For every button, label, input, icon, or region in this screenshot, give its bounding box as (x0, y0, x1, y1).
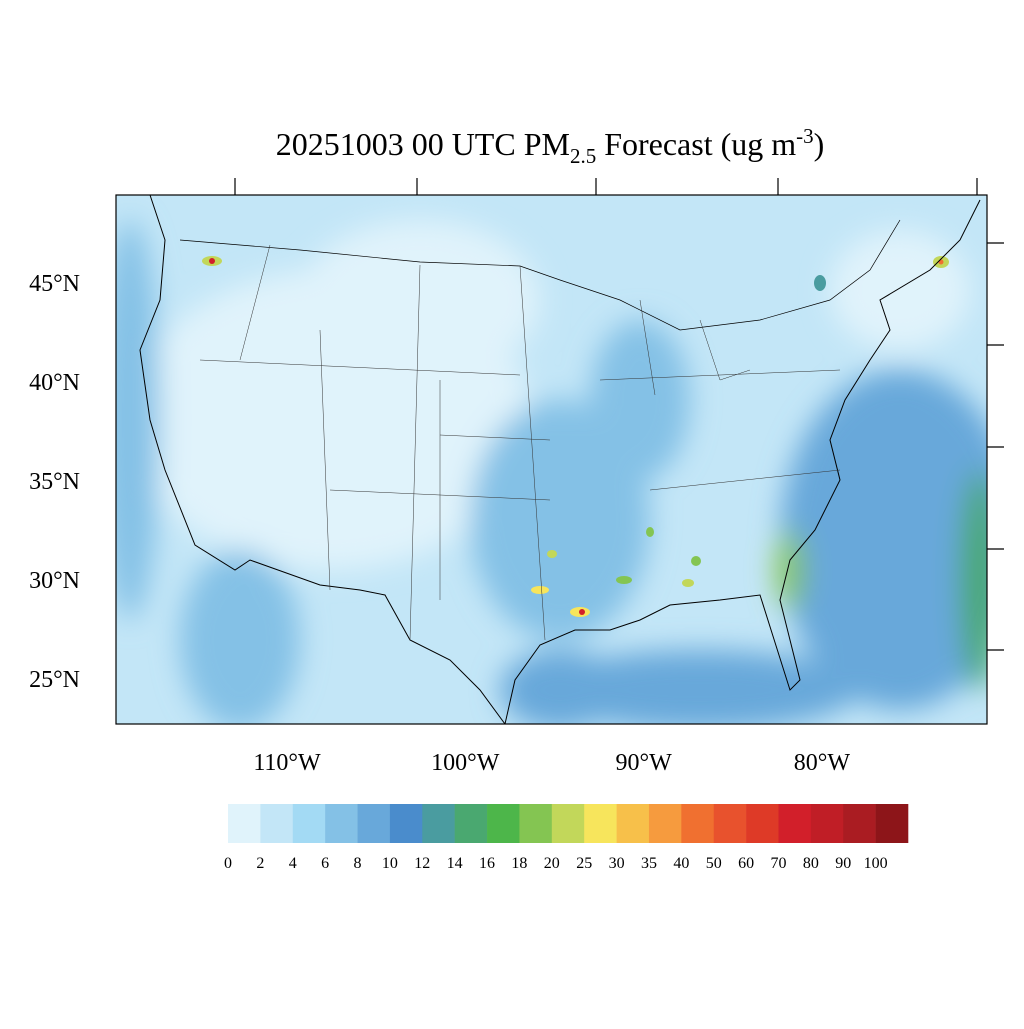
colorbar-label: 40 (673, 855, 689, 872)
colorbar-label: 100 (864, 855, 888, 872)
lon-label: 100°W (431, 750, 500, 776)
map-field (116, 195, 987, 724)
title-text: 20251003 00 UTC PM (276, 126, 570, 162)
lon-label: 90°W (615, 750, 672, 776)
colorbar-label: 70 (770, 855, 786, 872)
lon-label: 80°W (794, 750, 851, 776)
lat-label: 25°N (29, 667, 80, 693)
colorbar-label: 80 (803, 855, 819, 872)
title-subscript: 2.5 (570, 144, 596, 168)
colorbar-label: 12 (414, 855, 430, 872)
colorbar-box (454, 804, 488, 843)
lat-label: 40°N (29, 370, 80, 396)
colorbar-label: 10 (382, 855, 398, 872)
colorbar-box (325, 804, 358, 843)
lat-label: 45°N (29, 271, 80, 297)
colorbar-box (713, 804, 747, 843)
colorbar-label: 2 (256, 855, 264, 872)
colorbar-box (551, 804, 585, 843)
map-frame (115, 194, 988, 725)
colorbar-box (746, 804, 779, 843)
colorbar-label: 20 (544, 855, 560, 872)
title-text: Forecast (ug m (596, 126, 796, 162)
colorbar-label: 50 (706, 855, 722, 872)
colorbar-label: 25 (576, 855, 592, 872)
colorbar-box (810, 804, 844, 843)
colorbar-label: 35 (641, 855, 657, 872)
colorbar-label: 16 (479, 855, 495, 872)
colorbar-label: 0 (224, 855, 232, 872)
colorbar-box (681, 804, 715, 843)
colorbar-label: 4 (289, 855, 297, 872)
colorbar-box (260, 804, 294, 843)
title: 20251003 00 UTC PM2.5 Forecast (ug m-3) (276, 124, 825, 168)
colorbar-label: 8 (354, 855, 362, 872)
colorbar-box (519, 804, 553, 843)
colorbar-box (584, 804, 617, 843)
colorbar-box (875, 804, 909, 843)
colorbar-box (357, 804, 391, 843)
colorbar-box (487, 804, 520, 843)
colorbar-box (292, 804, 326, 843)
colorbar-label: 6 (321, 855, 329, 872)
colorbar-box (648, 804, 682, 843)
colorbar-box (389, 804, 423, 843)
frame-ticks (234, 178, 1004, 651)
colorbar-label: 14 (447, 855, 463, 872)
title-superscript: -3 (796, 124, 814, 148)
lon-label: 110°W (253, 750, 321, 776)
colorbar-label: 30 (609, 855, 625, 872)
colorbar-label: 18 (511, 855, 527, 872)
lat-label: 35°N (29, 469, 80, 495)
colorbar-box (228, 804, 261, 843)
colorbar-label: 60 (738, 855, 754, 872)
title-text: ) (814, 126, 825, 162)
colorbar-box (778, 804, 812, 843)
colorbar-box (616, 804, 650, 843)
colorbar-label: 90 (835, 855, 851, 872)
colorbar-box (422, 804, 455, 843)
colorbar-box (843, 804, 876, 843)
lat-label: 30°N (29, 568, 80, 594)
